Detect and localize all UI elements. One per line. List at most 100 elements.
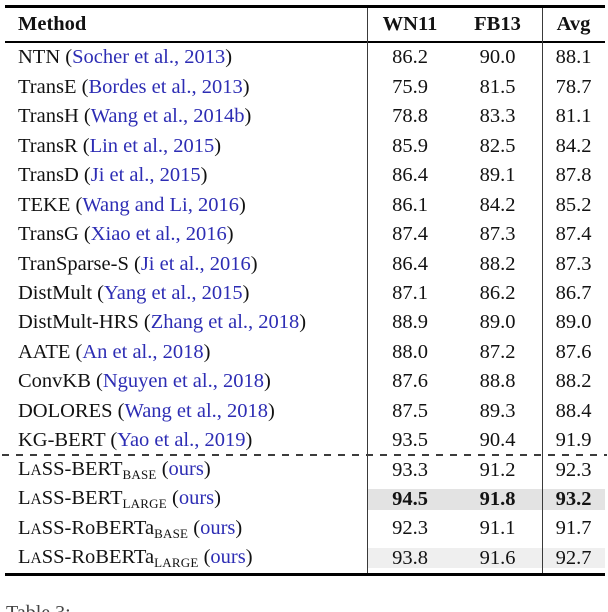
method-name: TranSparse-S	[18, 252, 129, 275]
method-name: KG-BERT	[18, 429, 106, 452]
citation-paren: (	[70, 340, 83, 363]
fb13-value: 88.8	[479, 370, 516, 393]
citation-link[interactable]: Wang and Li, 2016	[82, 193, 239, 216]
method-name: DistMult-HRS	[18, 311, 139, 334]
citation-link[interactable]: ours	[210, 546, 246, 569]
avg-value: 87.3	[555, 252, 592, 275]
avg-value: 86.7	[555, 281, 592, 304]
method-cell: TranSparse-S (Ji et al., 2016)	[5, 252, 367, 275]
table-body: NTN (Socher et al., 2013) 86.2 90.0 88.1 Tra…	[5, 43, 605, 573]
avg-value: 91.9	[555, 429, 592, 452]
method-name: TransG	[18, 223, 79, 246]
wn11-value: 93.3	[392, 458, 428, 481]
citation-paren: )	[242, 281, 250, 304]
citation-link[interactable]: Ji et al., 2016	[140, 252, 251, 275]
avg-value: 88.2	[555, 370, 592, 393]
col-header-wn11: WN11	[382, 13, 438, 36]
method-cell: TEKE (Wang and Li, 2016)	[5, 193, 367, 216]
col-header-avg: Avg	[556, 13, 591, 36]
table-row: LASS-RoBERTaBASE (ours) 92.3 91.1 91.7	[5, 514, 605, 543]
avg-value: 93.2	[542, 489, 605, 510]
citation-paren: (	[78, 164, 91, 187]
wn11-value: 93.5	[392, 429, 428, 452]
citation-paren: )	[203, 457, 211, 480]
method-cell: NTN (Socher et al., 2013)	[5, 47, 367, 68]
fb13-value: 91.6	[453, 548, 542, 569]
fb13-value: 91.2	[479, 458, 516, 481]
avg-value: 78.7	[555, 75, 592, 98]
table-row: LASS-RoBERTaLARGE (ours) 93.8 91.6 92.7	[5, 543, 605, 572]
avg-value: 89.0	[555, 311, 592, 334]
table-row: TransR (Lin et al., 2015) 85.9 82.5 84.2	[5, 131, 605, 160]
fb13-value: 81.5	[479, 75, 516, 98]
avg-value: 87.6	[555, 340, 592, 363]
citation-paren: (	[156, 457, 169, 480]
bottom-rule	[5, 573, 605, 576]
table-row: DistMult (Yang et al., 2015) 87.1 86.2 86.7	[5, 279, 605, 308]
citation-link[interactable]: An et al., 2018	[82, 340, 204, 363]
avg-value: 91.7	[555, 517, 592, 540]
citation-paren: (	[198, 546, 211, 569]
citation-link[interactable]: ours	[178, 487, 215, 510]
citation-paren: )	[235, 516, 243, 539]
avg-value: 92.3	[555, 458, 592, 481]
citation-link[interactable]: ours	[168, 457, 204, 480]
citation-link[interactable]: Zhang et al., 2018	[150, 311, 300, 334]
citation-link[interactable]: Bordes et al., 2013	[88, 75, 243, 98]
wn11-value: 86.4	[392, 164, 428, 187]
citation-paren: )	[200, 164, 208, 187]
table-row: DOLORES (Wang et al., 2018) 87.5 89.3 88.4	[5, 396, 605, 425]
ours-section-dashed-divider	[2, 454, 607, 456]
method-name: NTN	[18, 46, 61, 69]
citation-link[interactable]: Yang et al., 2015	[104, 281, 243, 304]
method-name: ConvKB	[18, 370, 91, 393]
citation-paren: )	[268, 399, 275, 422]
avg-value: 92.7	[542, 548, 605, 569]
table-row: AATE (An et al., 2018) 88.0 87.2 87.6	[5, 337, 605, 366]
citation-paren: (	[77, 134, 90, 157]
wn11-value: 93.8	[367, 548, 453, 569]
method-cell: TransR (Lin et al., 2015)	[5, 136, 367, 157]
citation-paren: )	[226, 223, 234, 246]
avg-value: 84.2	[555, 134, 592, 157]
citation-paren: )	[214, 487, 221, 510]
citation-link[interactable]: Lin et al., 2015	[89, 134, 215, 157]
method-name: TransH	[18, 105, 79, 128]
citation-paren: (	[92, 281, 104, 304]
citation-paren: (	[78, 105, 91, 128]
citation-paren: (	[60, 46, 73, 69]
citation-link[interactable]: Socher et al., 2013	[72, 46, 226, 69]
citation-paren: )	[245, 429, 253, 452]
method-cell: DistMult (Yang et al., 2015)	[5, 283, 367, 304]
fb13-value: 89.1	[479, 164, 516, 187]
col-header-fb13: FB13	[474, 13, 521, 36]
method-name: SS-BERT	[41, 487, 123, 510]
wn11-value: 85.9	[392, 134, 428, 157]
avg-value: 85.2	[555, 193, 592, 216]
method-cell: LASS-RoBERTaLARGE (ours)	[5, 547, 367, 569]
fb13-value: 87.2	[479, 340, 516, 363]
citation-link[interactable]: Ji et al., 2015	[90, 164, 201, 187]
avg-value: 81.1	[555, 105, 592, 128]
fb13-value: 90.0	[479, 46, 516, 69]
avg-value: 87.4	[555, 223, 592, 246]
fb13-value: 89.0	[479, 311, 516, 334]
wn11-value: 86.1	[392, 193, 428, 216]
citation-paren: (	[128, 252, 141, 275]
citation-link[interactable]: Wang et al., 2018	[124, 399, 269, 422]
table-row: TransG (Xiao et al., 2016) 87.4 87.3 87.4	[5, 220, 605, 249]
wn11-value: 87.5	[392, 399, 428, 422]
citation-link[interactable]: Wang et al., 2014b	[90, 105, 245, 128]
table-row: TransE (Bordes et al., 2013) 75.9 81.5 78.7	[5, 72, 605, 101]
method-name: L	[18, 546, 31, 569]
citation-paren: )	[214, 134, 222, 157]
avg-value: 87.8	[555, 164, 592, 187]
method-name: TEKE	[18, 193, 71, 216]
citation-link[interactable]: Yao et al., 2019	[117, 429, 246, 452]
wn11-value: 87.1	[392, 281, 428, 304]
citation-link[interactable]: Xiao et al., 2016	[90, 223, 227, 246]
wn11-value: 88.0	[392, 340, 428, 363]
citation-paren: )	[242, 75, 250, 98]
citation-link[interactable]: Nguyen et al., 2018	[102, 370, 264, 393]
citation-link[interactable]: ours	[200, 516, 236, 539]
